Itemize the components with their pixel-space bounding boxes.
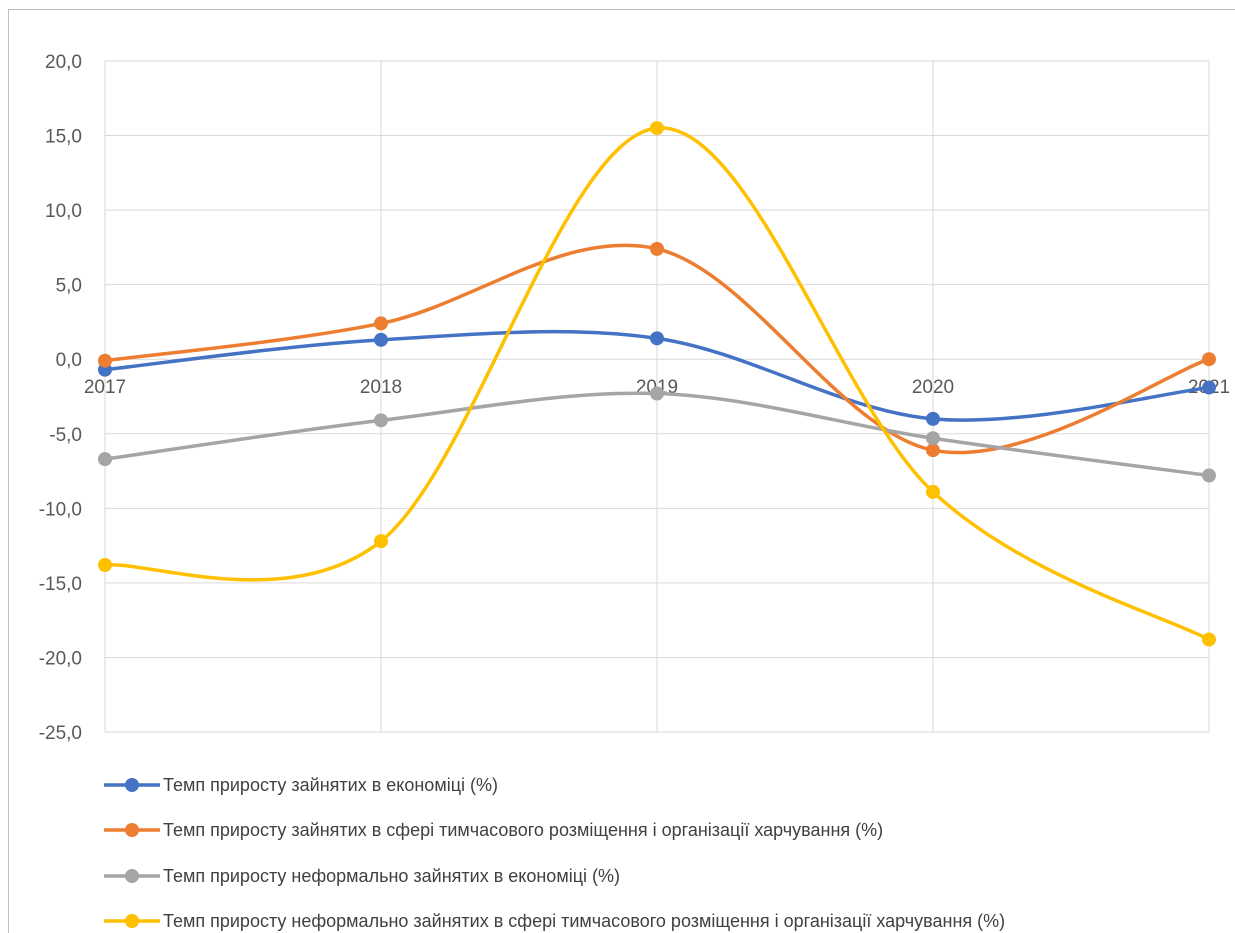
y-tick-label: -20,0 (39, 648, 82, 669)
data-point (374, 534, 388, 549)
data-point (374, 413, 388, 428)
series-points (98, 121, 1216, 647)
y-tick-label: 15,0 (45, 127, 82, 148)
y-tick-label: -25,0 (39, 723, 82, 744)
y-axis: 20,0 15,0 10,0 5,0 0,0 -5,0 -10,0 -15,0 -20,0 -25… (39, 52, 82, 744)
data-point (1202, 352, 1216, 367)
data-point (650, 331, 664, 346)
series-line-2 (103, 243, 1211, 455)
data-point (650, 386, 664, 401)
y-tick-label: -5,0 (49, 425, 82, 446)
data-point (926, 443, 940, 458)
y-tick-label: 10,0 (45, 201, 82, 222)
legend-label: Темп приросту зайнятих в економіці (%) (163, 775, 498, 795)
data-point (1202, 380, 1216, 395)
gridlines (104, 60, 1210, 733)
legend: Темп приросту зайнятих в економіці (%) Те… (104, 775, 1005, 931)
y-tick-label: -10,0 (39, 499, 82, 520)
data-point (1202, 468, 1216, 483)
x-tick-label: 2017 (84, 377, 126, 398)
legend-item-1: Темп приросту зайнятих в економіці (%) (104, 775, 498, 795)
data-point (650, 241, 664, 256)
legend-item-4: Темп приросту неформально зайнятих в сфе… (104, 911, 1005, 931)
x-tick-label: 2020 (912, 377, 954, 398)
data-point (98, 353, 112, 368)
legend-label: Темп приросту неформально зайнятих в еко… (163, 866, 620, 886)
legend-swatch-marker (125, 778, 139, 792)
legend-swatch-marker (125, 914, 139, 928)
data-point (374, 316, 388, 331)
legend-item-3: Темп приросту неформально зайнятих в еко… (104, 866, 620, 886)
legend-label: Темп приросту неформально зайнятих в сфе… (163, 911, 1005, 931)
data-point (98, 557, 112, 572)
chart-frame (8, 9, 1235, 933)
legend-label: Темп приросту зайнятих в сфері тимчасово… (163, 820, 883, 840)
legend-swatch-marker (125, 823, 139, 837)
legend-item-2: Темп приросту зайнятих в сфері тимчасово… (104, 820, 883, 840)
y-tick-label: 5,0 (56, 276, 82, 297)
y-tick-label: 20,0 (45, 52, 82, 73)
data-point (926, 484, 940, 499)
data-point (1202, 632, 1216, 647)
x-tick-label: 2018 (360, 377, 402, 398)
y-tick-label: -15,0 (39, 574, 82, 595)
data-point (926, 411, 940, 426)
data-point (374, 332, 388, 347)
data-point (98, 452, 112, 467)
y-tick-label: 0,0 (56, 350, 82, 371)
data-point (650, 121, 664, 136)
legend-swatch-marker (125, 869, 139, 883)
data-point (926, 431, 940, 446)
